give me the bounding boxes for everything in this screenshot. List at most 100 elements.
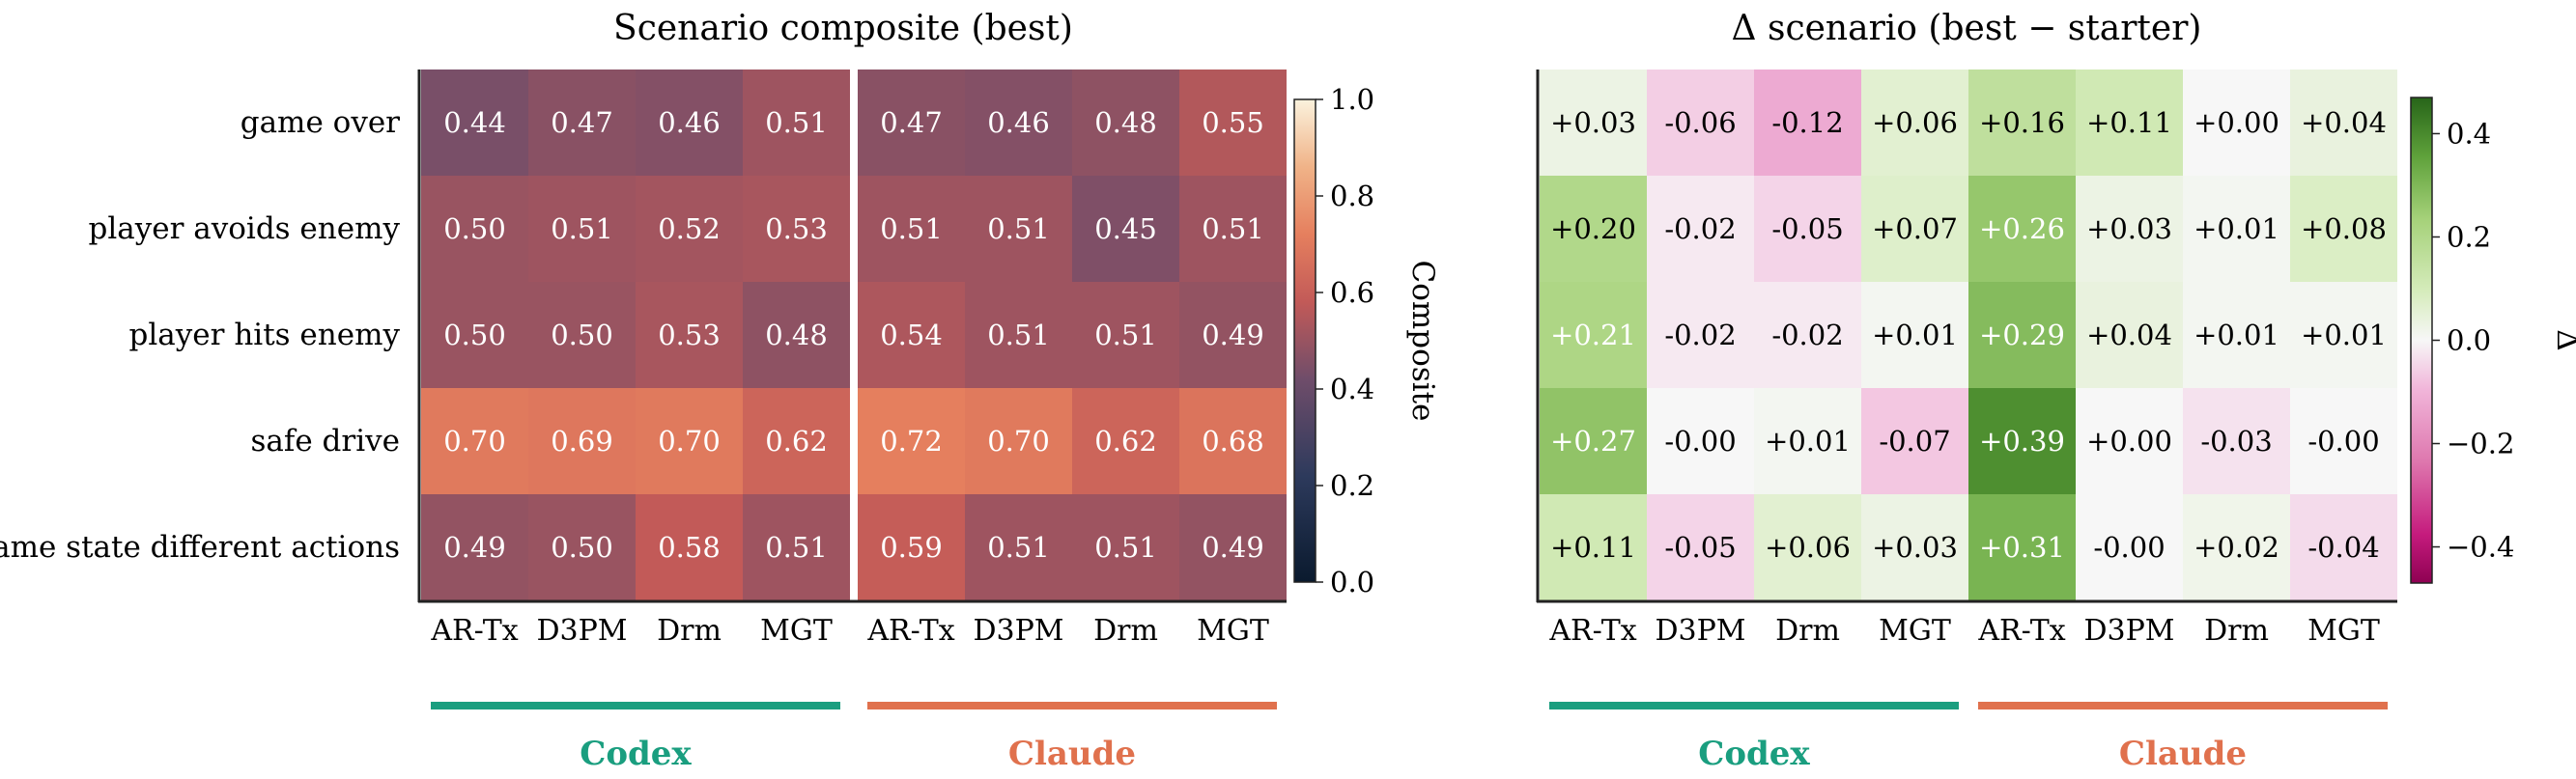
delta-cell [2183, 494, 2290, 600]
delta-cell [2290, 494, 2397, 600]
composite-cell-value: 0.70 [658, 425, 721, 458]
row-label: game over [241, 105, 400, 140]
composite-cell [528, 176, 636, 282]
composite-cell-value: 0.50 [443, 212, 506, 245]
composite-cell [636, 70, 743, 176]
delta-cell-value: -0.04 [2307, 531, 2379, 564]
delta-colorbar: −0.4 −0.2 0.0 0.2 0.4 Δ [2410, 97, 2576, 584]
delta-cell-value: +0.11 [1550, 531, 1636, 564]
composite-cell [1179, 494, 1287, 600]
composite-group-label: Codex [580, 735, 692, 773]
delta-cell-value: +0.26 [1979, 212, 2065, 245]
composite-cell-value: 0.51 [987, 319, 1050, 351]
composite-cell-value: 0.62 [765, 425, 828, 458]
delta-cell-value: +0.01 [2194, 319, 2279, 351]
composite-colorbar-tick-label: 0.6 [1330, 276, 1374, 309]
composite-cell [965, 388, 1072, 494]
composite-cell [743, 388, 850, 494]
composite-column-label: D3PM [973, 614, 1063, 648]
delta-cell [1968, 388, 2076, 494]
delta-cell [1647, 388, 1754, 494]
composite-cell-value: 0.49 [443, 531, 506, 564]
composite-cell [858, 494, 965, 600]
composite-cell-value: 0.53 [765, 212, 828, 245]
delta-cell-value: +0.08 [2301, 212, 2387, 245]
composite-cell [1072, 282, 1179, 388]
delta-cell [1540, 70, 1647, 176]
composite-cell [858, 282, 965, 388]
composite-cell-value: 0.68 [1202, 425, 1264, 458]
delta-cell-value: +0.01 [2194, 212, 2279, 245]
delta-column-label: AR-Tx [1977, 614, 2065, 648]
composite-colorbar-label: Composite [1405, 261, 1440, 422]
row-label: same state different actions [0, 530, 400, 565]
delta-cell [2183, 388, 2290, 494]
composite-cell [421, 388, 528, 494]
delta-cell-value: +0.11 [2086, 106, 2172, 139]
composite-cell-value: 0.52 [658, 212, 721, 245]
composite-cell [1072, 70, 1179, 176]
delta-cell-value: +0.02 [2194, 531, 2279, 564]
delta-group-label: Claude [2119, 735, 2247, 773]
delta-cell-value: +0.07 [1872, 212, 1958, 245]
composite-cell [1179, 388, 1287, 494]
composite-cell [636, 388, 743, 494]
delta-cell [1861, 282, 1968, 388]
delta-cell-value: -0.06 [1664, 106, 1736, 139]
composite-cell-value: 0.47 [880, 106, 943, 139]
delta-cell [1754, 70, 1861, 176]
delta-cell [1861, 494, 1968, 600]
delta-cell [1968, 494, 2076, 600]
delta-cell-value: +0.16 [1979, 106, 2065, 139]
composite-column-labels: AR-Tx D3PM Drm MGT AR-Tx D3PM Drm MGT [430, 614, 1268, 648]
delta-cell [1754, 388, 1861, 494]
delta-cell [1540, 176, 1647, 282]
delta-cell [1647, 70, 1754, 176]
composite-colorbar-tick-label: 1.0 [1330, 83, 1374, 116]
composite-cell-value: 0.50 [551, 319, 613, 351]
composite-row-labels: game over player avoids enemy player hits … [0, 105, 400, 565]
composite-heatmap-panel: Scenario composite (best) 0.44 0.47 0.46 0.… [0, 9, 1440, 773]
delta-cell-value: -0.00 [1664, 425, 1736, 458]
delta-cell-value: -0.00 [2307, 425, 2379, 458]
delta-cells: +0.03 -0.06 -0.12 +0.06 +0.16 +0.11 +0.00 +0.04… [1536, 70, 2397, 603]
delta-cell [1968, 282, 2076, 388]
composite-cell-value: 0.54 [880, 319, 943, 351]
delta-cell-value: -0.07 [1879, 425, 1950, 458]
composite-cell-value: 0.51 [551, 212, 613, 245]
composite-column-label: AR-Tx [430, 614, 518, 648]
delta-cell [2183, 70, 2290, 176]
composite-colorbar-tick-label: 0.0 [1330, 566, 1374, 598]
delta-column-label: AR-Tx [1548, 614, 1636, 648]
delta-cell [1968, 70, 2076, 176]
composite-cell [965, 282, 1072, 388]
composite-cell-value: 0.70 [987, 425, 1050, 458]
delta-colorbar-tick-label: 0.0 [2447, 324, 2491, 357]
delta-cell-value: -0.05 [1771, 212, 1843, 245]
composite-group-label: Claude [1008, 735, 1136, 773]
delta-cell [2290, 176, 2397, 282]
delta-cell [2076, 176, 2183, 282]
delta-cell [1540, 282, 1647, 388]
composite-cell [1072, 176, 1179, 282]
composite-cell-value: 0.48 [1094, 106, 1157, 139]
group-separator [851, 70, 857, 600]
delta-cell [1647, 494, 1754, 600]
composite-column-label: AR-Tx [866, 614, 954, 648]
delta-cell-value: -0.02 [1664, 319, 1736, 351]
composite-cell [421, 70, 528, 176]
delta-cell [2183, 176, 2290, 282]
delta-column-label: MGT [2307, 614, 2380, 648]
delta-cell-value: +0.00 [2086, 425, 2172, 458]
composite-cell [421, 282, 528, 388]
composite-cell-value: 0.47 [551, 106, 613, 139]
delta-colorbar-tick-label: −0.4 [2447, 531, 2514, 564]
composite-cell-value: 0.51 [1202, 212, 1264, 245]
composite-colorbar-tick-label: 0.2 [1330, 469, 1374, 502]
composite-cell-value: 0.59 [880, 531, 943, 564]
delta-cell-value: +0.04 [2086, 319, 2172, 351]
composite-cell [528, 388, 636, 494]
composite-cell-value: 0.51 [765, 106, 828, 139]
composite-cell-value: 0.45 [1094, 212, 1157, 245]
delta-cell-value: +0.00 [2194, 106, 2279, 139]
